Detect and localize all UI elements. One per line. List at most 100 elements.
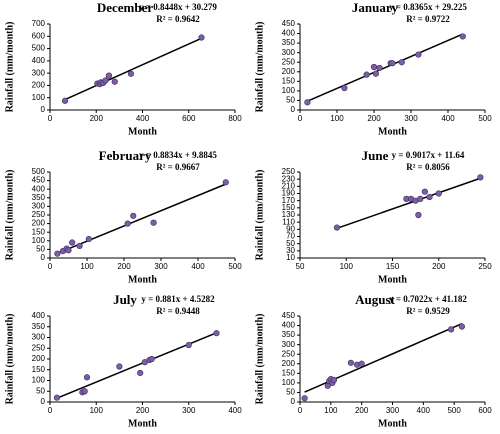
- trend-r2: R² = 0.9722: [406, 14, 450, 24]
- trend-equation: y = 0.9017x + 11.64: [392, 150, 465, 160]
- y-axis-label: Rainfall (mm/month): [4, 22, 15, 113]
- point: [370, 63, 378, 71]
- x-tick-label: 100: [80, 262, 94, 271]
- trend-r2: R² = 0.9448: [156, 306, 200, 316]
- x-tick-label: 200: [90, 114, 104, 123]
- x-axis-label: Month: [378, 274, 407, 285]
- x-tick-label: 100: [330, 114, 344, 123]
- y-tick-label: 600: [32, 31, 46, 40]
- point: [105, 72, 113, 79]
- point: [459, 33, 466, 40]
- y-tick-label: 110: [282, 217, 295, 226]
- x-axis-label: Month: [128, 418, 157, 429]
- x-tick-label: 150: [386, 262, 400, 271]
- y-tick-label: 150: [32, 227, 46, 236]
- point: [333, 224, 341, 231]
- y-tick-label: 450: [282, 19, 296, 28]
- trend-equation: y = 0.8365x + 29.225: [389, 2, 467, 12]
- point: [150, 219, 157, 226]
- y-tick-label: 300: [282, 340, 296, 349]
- point: [213, 330, 220, 337]
- x-tick-label: 600: [478, 406, 492, 415]
- x-axis-label: Month: [378, 126, 407, 137]
- x-tick-label: 200: [355, 406, 369, 415]
- x-axis-label: Month: [128, 126, 157, 137]
- x-tick-label: 100: [324, 406, 338, 415]
- y-tick-label: 200: [32, 354, 46, 363]
- point: [376, 64, 383, 72]
- x-tick-label: 600: [182, 114, 196, 123]
- point: [458, 323, 465, 330]
- point: [61, 97, 69, 104]
- point: [127, 70, 135, 77]
- point: [185, 341, 192, 349]
- x-tick-label: 0: [298, 114, 303, 123]
- point: [69, 239, 76, 246]
- trendline: [307, 33, 464, 102]
- point: [85, 235, 92, 243]
- point: [435, 190, 442, 197]
- trend-r2: R² = 0.9529: [406, 306, 450, 316]
- y-axis-label: Rainfall (mm/month): [254, 170, 265, 261]
- y-tick-label: 400: [282, 321, 296, 330]
- trendline: [336, 177, 481, 230]
- x-tick-label: 50: [296, 262, 305, 271]
- y-axis-label: Rainfall (mm/month): [254, 22, 265, 113]
- y-tick-label: 0: [41, 253, 46, 262]
- x-tick-label: 100: [90, 406, 104, 415]
- point: [477, 174, 484, 181]
- y-tick-label: 150: [32, 365, 46, 374]
- y-tick-label: 450: [282, 311, 296, 320]
- trendline: [57, 183, 227, 254]
- panel-title: August: [355, 292, 395, 307]
- y-tick-label: 300: [32, 202, 46, 211]
- panel-title: June: [362, 148, 389, 163]
- y-tick-label: 100: [282, 378, 296, 387]
- x-tick-label: 200: [432, 262, 446, 271]
- y-tick-label: 400: [32, 311, 46, 320]
- point: [304, 99, 311, 106]
- y-tick-label: 200: [32, 81, 46, 90]
- point: [421, 188, 428, 195]
- point: [447, 326, 455, 333]
- y-tick-label: 50: [286, 388, 295, 397]
- trend-equation: y = 0.8834x + 9.8845: [139, 150, 217, 160]
- x-tick-label: 300: [404, 114, 418, 123]
- y-tick-label: 400: [32, 56, 46, 65]
- y-tick-label: 350: [32, 322, 46, 331]
- x-tick-label: 400: [136, 114, 150, 123]
- y-tick-label: 50: [286, 96, 295, 105]
- y-tick-label: 230: [282, 174, 296, 183]
- point: [124, 220, 131, 227]
- y-tick-label: 90: [286, 224, 295, 233]
- y-tick-label: 200: [282, 359, 296, 368]
- point: [81, 388, 88, 395]
- y-tick-label: 210: [282, 181, 296, 190]
- y-tick-label: 400: [282, 29, 296, 38]
- y-tick-label: 190: [282, 189, 296, 198]
- y-tick-label: 150: [282, 76, 296, 85]
- y-tick-label: 0: [41, 397, 46, 406]
- point: [372, 70, 379, 77]
- trend-equation: y = 0.8448x + 30.279: [139, 2, 217, 12]
- y-tick-label: 150: [282, 368, 296, 377]
- x-tick-label: 200: [117, 262, 131, 271]
- y-tick-label: 250: [282, 57, 296, 66]
- x-tick-label: 200: [367, 114, 381, 123]
- point: [198, 34, 205, 41]
- trendline: [56, 332, 217, 399]
- point: [102, 77, 109, 84]
- trend-r2: R² = 0.9667: [156, 162, 200, 172]
- y-tick-label: 150: [282, 203, 296, 212]
- point: [417, 195, 424, 202]
- y-tick-label: 70: [286, 232, 295, 241]
- y-tick-label: 100: [32, 93, 46, 102]
- x-tick-label: 100: [340, 262, 354, 271]
- y-tick-label: 100: [32, 376, 46, 385]
- y-axis-label: Rainfall (mm/month): [4, 170, 15, 261]
- y-tick-label: 130: [282, 210, 296, 219]
- y-tick-label: 200: [32, 219, 46, 228]
- point: [76, 242, 83, 250]
- point: [398, 59, 405, 66]
- x-tick-label: 400: [417, 406, 431, 415]
